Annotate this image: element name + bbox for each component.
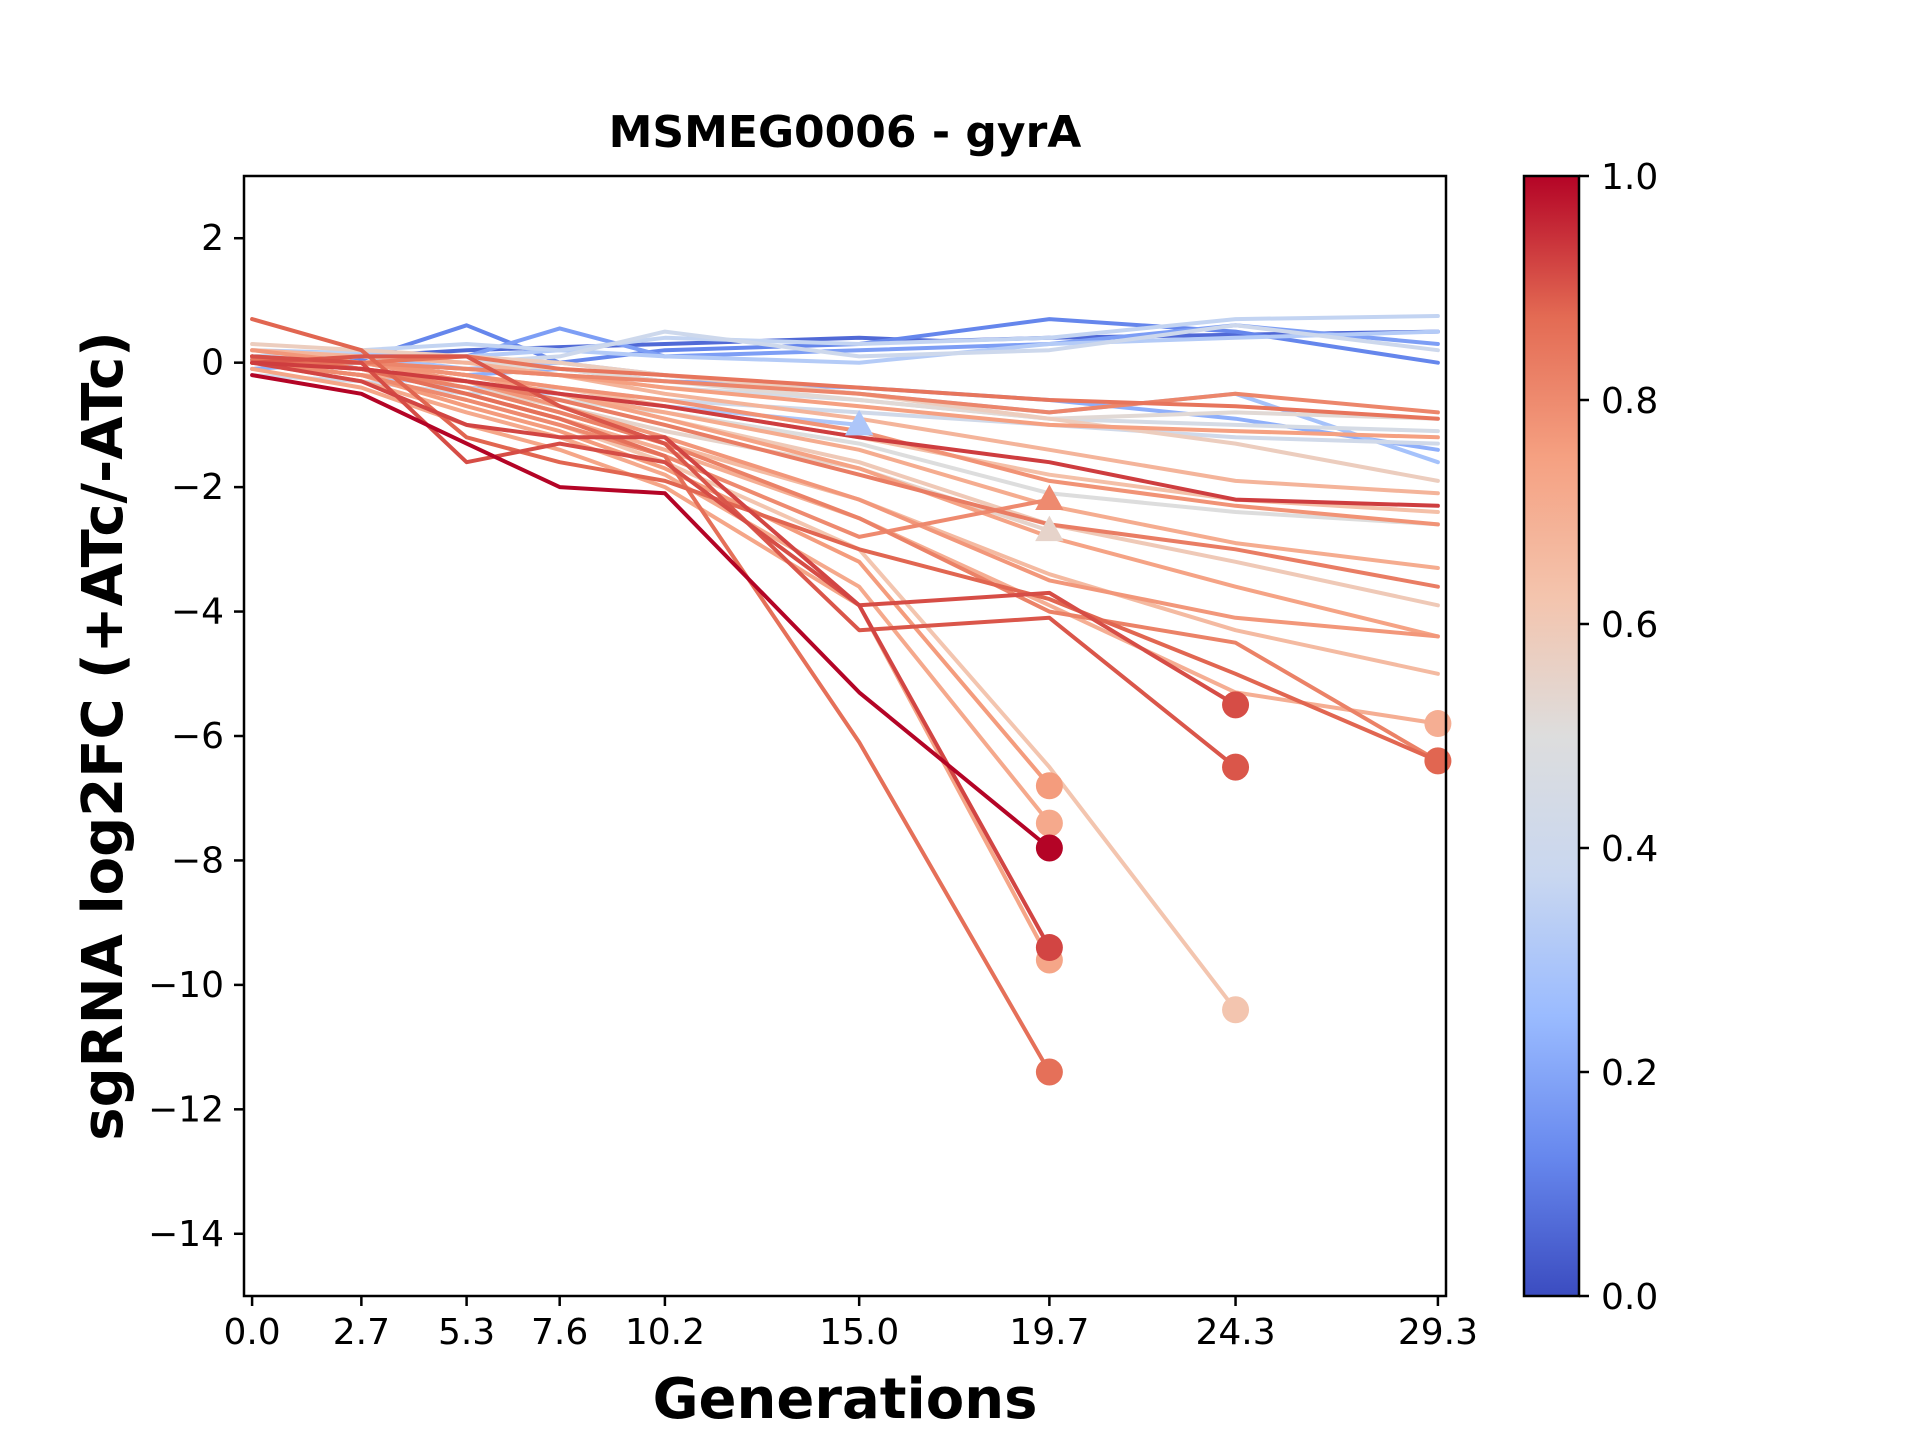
x-axis-ticks: 0.0 2.7 5.3 7.6 10.2 15.0 19.7 24.3 29.3: [223, 1296, 1478, 1353]
series-line-28: [250, 354, 1440, 527]
series-end-marker-5: [844, 409, 874, 436]
y-tick-label: −14: [148, 1214, 224, 1255]
y-tick-label: −10: [148, 965, 224, 1006]
colorbar-ticks: 0.0 0.2 0.4 0.6 0.8 1.0: [1579, 157, 1658, 1318]
x-tick-label: 10.2: [625, 1312, 705, 1353]
colorbar-tick-label: 0.4: [1601, 829, 1658, 870]
series-end-marker-29: [1035, 484, 1064, 511]
colorbar-tick-label: 0.2: [1601, 1053, 1658, 1094]
y-tick-label: 2: [201, 218, 224, 259]
colorbar: [1522, 174, 1581, 1298]
series-end-marker-34: [1035, 1058, 1063, 1086]
series-line-35: [250, 317, 1440, 763]
y-tick-label: −2: [171, 467, 224, 508]
x-tick-label: 29.3: [1398, 1312, 1478, 1353]
x-tick-label: 24.3: [1195, 1312, 1275, 1353]
y-tick-label: −6: [171, 716, 224, 757]
series-line-6: [250, 329, 1440, 365]
series-line-40: [250, 373, 1052, 850]
colorbar-tick-label: 0.6: [1601, 605, 1658, 646]
y-axis-ticks: 2 0 −2 −4 −6 −8 −10 −12 −14: [148, 218, 244, 1255]
series-end-marker-22: [1035, 809, 1063, 837]
y-tick-label: 0: [201, 343, 224, 384]
y-axis-title: sgRNA log2FC (+ATc/-ATc): [71, 331, 136, 1141]
series-end-marker-36: [1222, 753, 1250, 781]
series-line-38: [250, 360, 1052, 950]
marker-layer: [844, 409, 1452, 1086]
x-tick-label: 15.0: [819, 1312, 899, 1353]
series-end-marker-35: [1424, 747, 1452, 775]
series-line-33: [250, 354, 1440, 421]
series-end-marker-40: [1035, 834, 1063, 862]
series-end-marker-16: [1222, 996, 1250, 1024]
x-tick-label: 2.7: [333, 1312, 390, 1353]
series-end-marker-13: [1035, 515, 1064, 542]
series-line-30: [250, 360, 1440, 415]
series-line-29: [250, 360, 1052, 539]
x-tick-label: 7.6: [531, 1312, 588, 1353]
x-tick-label: 19.7: [1009, 1312, 1089, 1353]
series-line-19: [250, 348, 1440, 496]
x-axis-title: Generations: [653, 1367, 1038, 1432]
y-tick-label: −12: [148, 1089, 224, 1130]
series-line-37: [250, 354, 1238, 707]
y-tick-label: −4: [171, 592, 224, 633]
series-line-16: [250, 360, 1238, 1012]
series-line-39: [250, 360, 1440, 508]
series-end-marker-20: [1424, 710, 1452, 738]
chart-title: MSMEG0006 - gyrA: [609, 107, 1082, 158]
series-end-marker-38: [1035, 934, 1063, 962]
x-tick-label: 0.0: [223, 1312, 280, 1353]
x-tick-label: 5.3: [438, 1312, 495, 1353]
y-tick-label: −8: [171, 840, 224, 881]
series-end-marker-26: [1035, 772, 1063, 800]
series-layer: [250, 314, 1440, 1074]
colorbar-tick-label: 0.0: [1601, 1277, 1658, 1318]
series-line-7: [250, 314, 1440, 359]
series-end-marker-37: [1222, 691, 1250, 719]
series-line-36: [250, 354, 1238, 770]
colorbar-tick-label: 0.8: [1601, 381, 1658, 422]
colorbar-tick-label: 1.0: [1601, 157, 1658, 198]
